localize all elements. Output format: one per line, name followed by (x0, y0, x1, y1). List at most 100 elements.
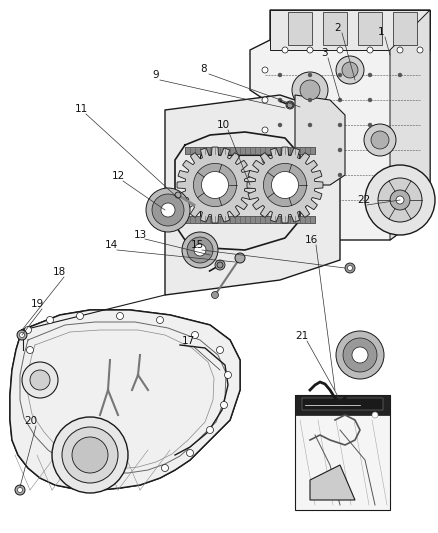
Circle shape (336, 56, 364, 84)
Circle shape (262, 97, 268, 103)
Circle shape (191, 332, 198, 338)
Text: 14: 14 (105, 240, 118, 250)
Circle shape (371, 131, 389, 149)
Circle shape (338, 98, 342, 102)
Circle shape (152, 194, 184, 226)
Circle shape (347, 265, 353, 271)
Circle shape (225, 372, 232, 378)
Polygon shape (250, 10, 430, 240)
Circle shape (215, 260, 225, 270)
Polygon shape (185, 147, 315, 154)
Circle shape (220, 401, 227, 408)
Text: 11: 11 (74, 104, 88, 114)
Circle shape (194, 164, 237, 207)
Circle shape (262, 212, 268, 218)
Text: 18: 18 (53, 267, 66, 277)
Polygon shape (358, 12, 382, 45)
Text: 19: 19 (31, 299, 44, 309)
Circle shape (338, 173, 342, 177)
Polygon shape (310, 465, 355, 500)
Circle shape (156, 317, 163, 324)
Circle shape (217, 262, 223, 268)
Circle shape (212, 292, 219, 298)
Polygon shape (295, 395, 390, 415)
Text: 9: 9 (152, 70, 159, 79)
Circle shape (368, 123, 372, 127)
Circle shape (62, 427, 118, 483)
Circle shape (278, 123, 282, 127)
Circle shape (27, 346, 33, 353)
Circle shape (342, 62, 358, 78)
Circle shape (343, 338, 377, 372)
Text: 2: 2 (334, 23, 341, 33)
Circle shape (367, 47, 373, 53)
Circle shape (398, 73, 402, 77)
Text: 17: 17 (182, 336, 195, 346)
Polygon shape (295, 395, 390, 510)
Circle shape (390, 190, 410, 210)
Circle shape (206, 426, 213, 433)
Circle shape (345, 263, 355, 273)
Circle shape (162, 464, 169, 472)
Circle shape (46, 317, 53, 324)
Text: 1: 1 (378, 27, 385, 37)
Text: 12: 12 (112, 171, 125, 181)
Text: 8: 8 (200, 64, 207, 74)
Circle shape (307, 47, 313, 53)
Polygon shape (165, 95, 340, 295)
Circle shape (378, 178, 422, 222)
Circle shape (338, 148, 342, 152)
Circle shape (308, 173, 312, 177)
Circle shape (278, 73, 282, 77)
Text: 13: 13 (134, 230, 147, 239)
Circle shape (25, 327, 32, 334)
Circle shape (308, 73, 312, 77)
Polygon shape (247, 147, 323, 223)
Text: 15: 15 (191, 240, 204, 250)
Text: 22: 22 (357, 195, 370, 205)
Text: 3: 3 (321, 49, 328, 58)
Circle shape (235, 253, 245, 263)
Circle shape (286, 101, 294, 109)
Circle shape (278, 98, 282, 102)
Polygon shape (10, 310, 240, 490)
Circle shape (364, 124, 396, 156)
Circle shape (194, 244, 206, 256)
Circle shape (417, 47, 423, 53)
Circle shape (216, 346, 223, 353)
Circle shape (368, 98, 372, 102)
Circle shape (161, 203, 175, 217)
Circle shape (187, 237, 213, 263)
Polygon shape (393, 12, 417, 45)
Circle shape (15, 485, 25, 495)
Circle shape (292, 72, 328, 108)
Circle shape (182, 232, 218, 268)
Circle shape (308, 123, 312, 127)
Circle shape (262, 127, 268, 133)
Circle shape (262, 67, 268, 73)
Circle shape (30, 370, 50, 390)
Circle shape (300, 80, 320, 100)
Circle shape (287, 102, 293, 108)
Polygon shape (390, 10, 430, 240)
Circle shape (336, 331, 384, 379)
Text: 16: 16 (304, 235, 318, 245)
Polygon shape (185, 216, 315, 223)
Text: 10: 10 (217, 120, 230, 130)
Circle shape (72, 437, 108, 473)
Circle shape (278, 198, 282, 202)
Circle shape (18, 488, 22, 492)
Polygon shape (288, 12, 312, 45)
Circle shape (52, 417, 128, 493)
Polygon shape (302, 398, 383, 410)
Circle shape (337, 47, 343, 53)
Circle shape (117, 312, 124, 319)
Circle shape (282, 47, 288, 53)
Text: 20: 20 (24, 416, 37, 426)
Circle shape (187, 449, 194, 456)
Circle shape (397, 47, 403, 53)
Circle shape (365, 165, 435, 235)
Circle shape (20, 333, 25, 337)
Circle shape (262, 157, 268, 163)
Circle shape (263, 164, 307, 207)
